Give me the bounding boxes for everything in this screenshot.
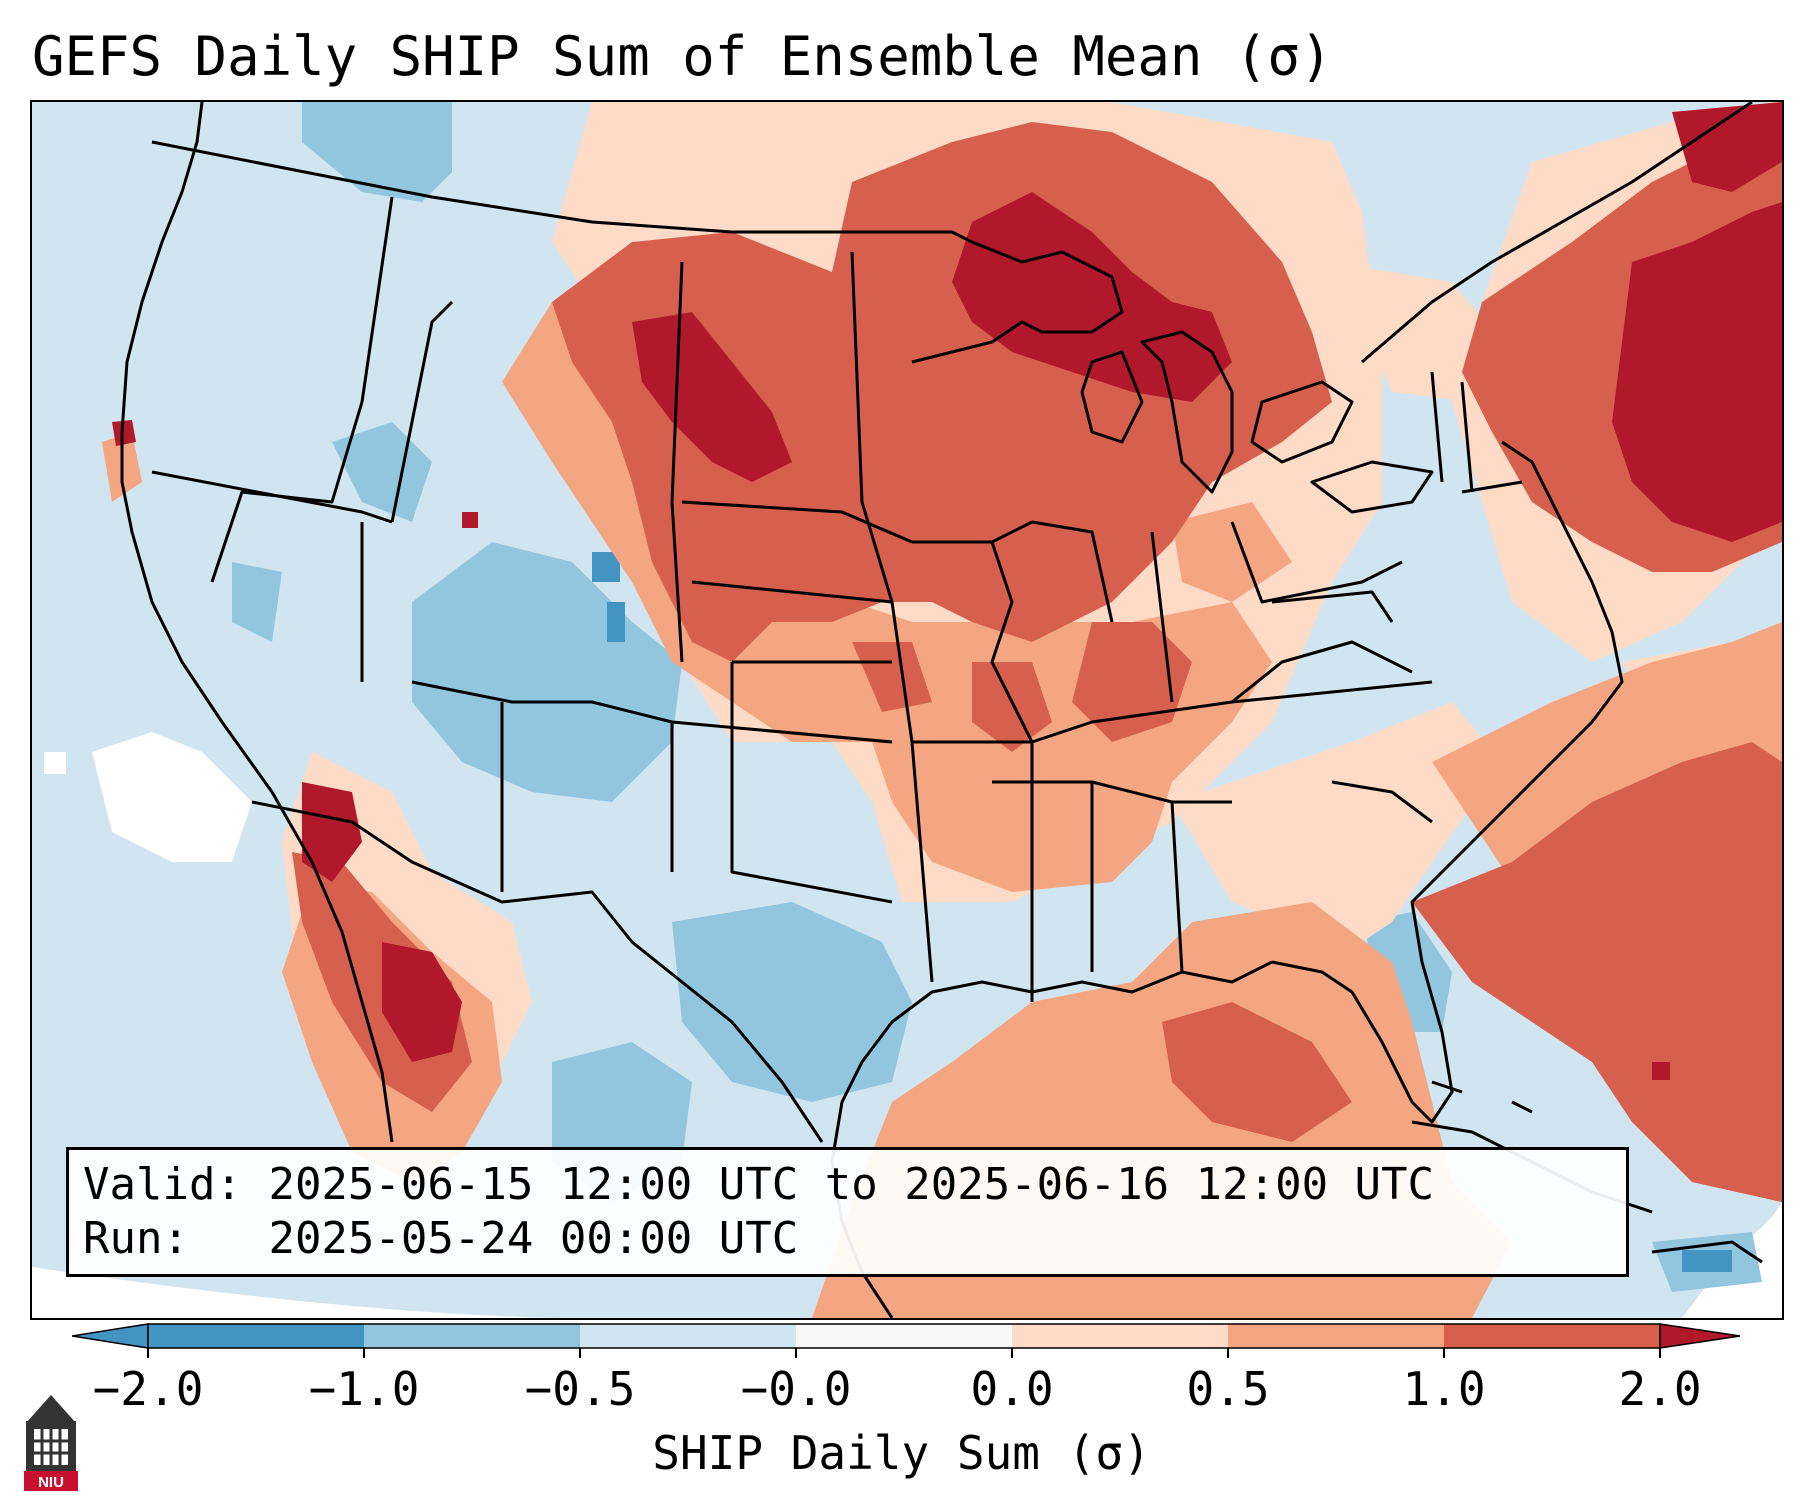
map-field	[32, 102, 1782, 1318]
colorbar-tick: −0.5	[524, 1362, 636, 1416]
colorbar-tick: 1.0	[1402, 1362, 1486, 1416]
colorbar-tick: −0.0	[740, 1362, 852, 1416]
svg-text:NIU: NIU	[38, 1474, 64, 1491]
colorbar-segment	[364, 1324, 580, 1348]
colorbar-segment	[796, 1324, 1012, 1348]
colorbar-segment	[1444, 1324, 1660, 1348]
colorbar-segment	[1012, 1324, 1228, 1348]
valid-label: Valid:	[83, 1159, 242, 1210]
colorbar-tick: −2.0	[92, 1362, 204, 1416]
run-label: Run:	[83, 1213, 189, 1264]
run-info-box: Valid: 2025-06-15 12:00 UTC to 2025-06-1…	[66, 1147, 1629, 1277]
extreme-positive-patches	[112, 102, 1782, 1080]
colorbar-segment	[148, 1324, 364, 1348]
state-boundaries	[120, 102, 1753, 1318]
valid-time: 2025-06-15 12:00 UTC to 2025-06-16 12:00…	[268, 1159, 1435, 1210]
colorbar	[71, 1318, 1742, 1362]
niu-logo-icon: NIU	[20, 1393, 82, 1497]
colorbar-tick: 2.0	[1618, 1362, 1702, 1416]
colorbar-tick: 0.0	[970, 1362, 1054, 1416]
colorbar-tick: −1.0	[308, 1362, 420, 1416]
map-panel	[30, 100, 1784, 1320]
colorbar-segment	[1228, 1324, 1444, 1348]
run-time: 2025-05-24 00:00 UTC	[268, 1213, 799, 1264]
colorbar-segment	[580, 1324, 796, 1348]
colorbar-label: SHIP Daily Sum (σ)	[652, 1426, 1151, 1480]
colorbar-tick: 0.5	[1186, 1362, 1270, 1416]
chart-title: GEFS Daily SHIP Sum of Ensemble Mean (σ)	[32, 25, 1333, 88]
